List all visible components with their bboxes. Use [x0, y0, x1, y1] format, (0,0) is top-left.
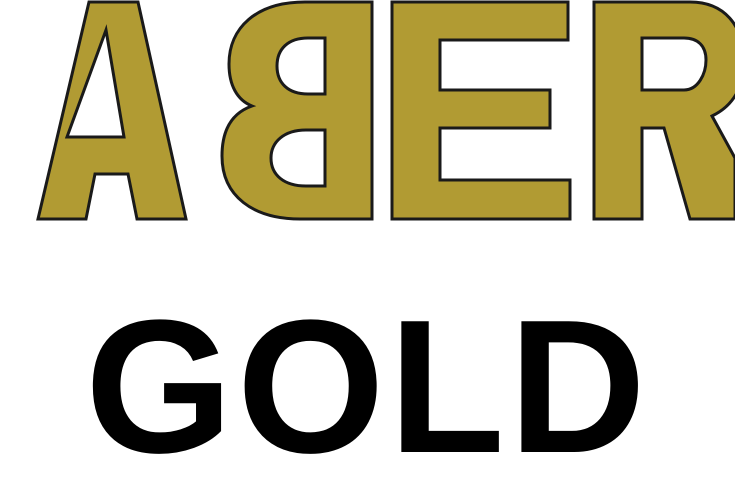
aber-wordmark	[36, 0, 735, 221]
letter-a-shape	[36, 0, 188, 221]
aber-logo	[36, 0, 735, 221]
letter-r-shape	[592, 0, 735, 221]
letter-e-shape	[390, 0, 572, 221]
logo-subtitle: GOLD	[85, 281, 650, 493]
letter-reversed-b-shape	[220, 0, 374, 221]
